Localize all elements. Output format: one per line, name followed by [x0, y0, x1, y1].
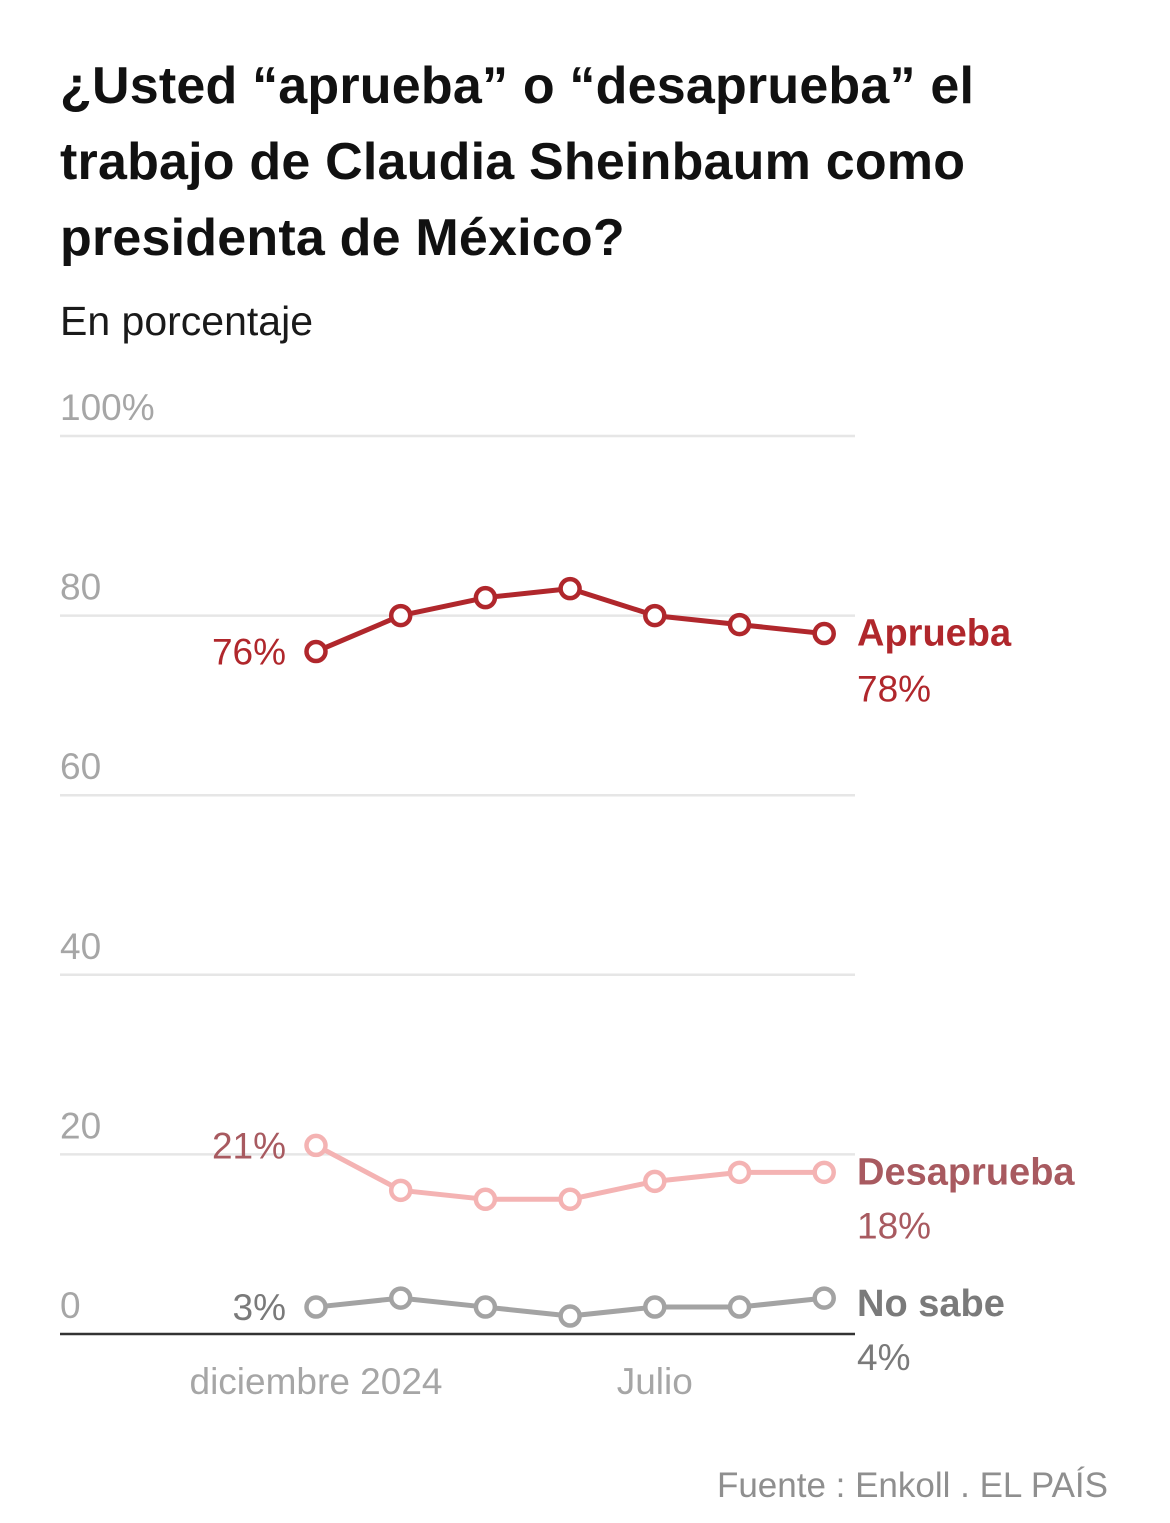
data-point-desaprueba — [812, 1160, 836, 1185]
data-labels: 76% Aprueba 78% 21% Desaprueba 18% 3% No sabe 4% — [212, 613, 1075, 1379]
data-point-desaprueba — [304, 1133, 328, 1158]
series-aprueba — [304, 576, 836, 664]
x-tick-label: Julio — [617, 1361, 693, 1402]
data-point-desaprueba — [388, 1178, 413, 1203]
data-point-desaprueba — [727, 1160, 752, 1185]
gridlines — [60, 434, 855, 1336]
data-point-no_sabe — [473, 1295, 498, 1319]
data-point-aprueba — [558, 576, 582, 601]
data-point-aprueba — [727, 612, 752, 637]
series-no_sabe — [304, 1286, 836, 1328]
x-tick-label: diciembre 2024 — [190, 1361, 443, 1402]
end-value-label-no_sabe: 4% — [857, 1337, 910, 1378]
y-tick-label: 20 — [60, 1105, 101, 1146]
y-tick-label: 0 — [60, 1285, 81, 1326]
data-point-no_sabe — [304, 1295, 328, 1319]
end-value-label-desaprueba: 18% — [857, 1205, 931, 1246]
data-point-no_sabe — [727, 1295, 752, 1319]
y-tick-label: 80 — [60, 567, 101, 608]
data-point-aprueba — [304, 639, 328, 664]
series-name-label-no_sabe: No sabe — [857, 1283, 1005, 1325]
y-tick-label: 60 — [60, 746, 101, 787]
series-name-label-aprueba: Aprueba — [857, 613, 1012, 655]
data-point-no_sabe — [388, 1286, 413, 1310]
data-point-no_sabe — [643, 1295, 667, 1319]
start-label-no_sabe: 3% — [233, 1287, 286, 1328]
series-lines — [304, 576, 836, 1328]
data-point-aprueba — [643, 603, 667, 628]
start-label-desaprueba: 21% — [212, 1125, 286, 1166]
chart-title: ¿Usted “aprueba” o “desaprueba” el traba… — [60, 57, 975, 267]
y-tick-label: 40 — [60, 926, 101, 967]
series-name-label-desaprueba: Desaprueba — [857, 1151, 1075, 1193]
data-point-no_sabe — [812, 1286, 836, 1310]
end-value-label-aprueba: 78% — [857, 669, 931, 710]
data-point-aprueba — [388, 603, 413, 628]
data-point-desaprueba — [558, 1187, 582, 1212]
x-axis-ticks: diciembre 2024 Julio — [190, 1361, 693, 1402]
data-point-aprueba — [812, 621, 836, 646]
series-desaprueba — [304, 1133, 836, 1212]
y-tick-label: 100% — [60, 387, 155, 428]
data-point-aprueba — [473, 585, 498, 610]
y-axis-ticks: 0 20 40 60 80 100% — [60, 387, 155, 1326]
source-note: Fuente : Enkoll . EL PAÍS — [716, 1466, 1108, 1505]
chart-subtitle: En porcentaje — [60, 298, 314, 344]
data-point-desaprueba — [643, 1169, 667, 1194]
start-label-aprueba: 76% — [212, 632, 286, 673]
data-point-desaprueba — [473, 1187, 498, 1212]
data-point-no_sabe — [558, 1304, 582, 1328]
